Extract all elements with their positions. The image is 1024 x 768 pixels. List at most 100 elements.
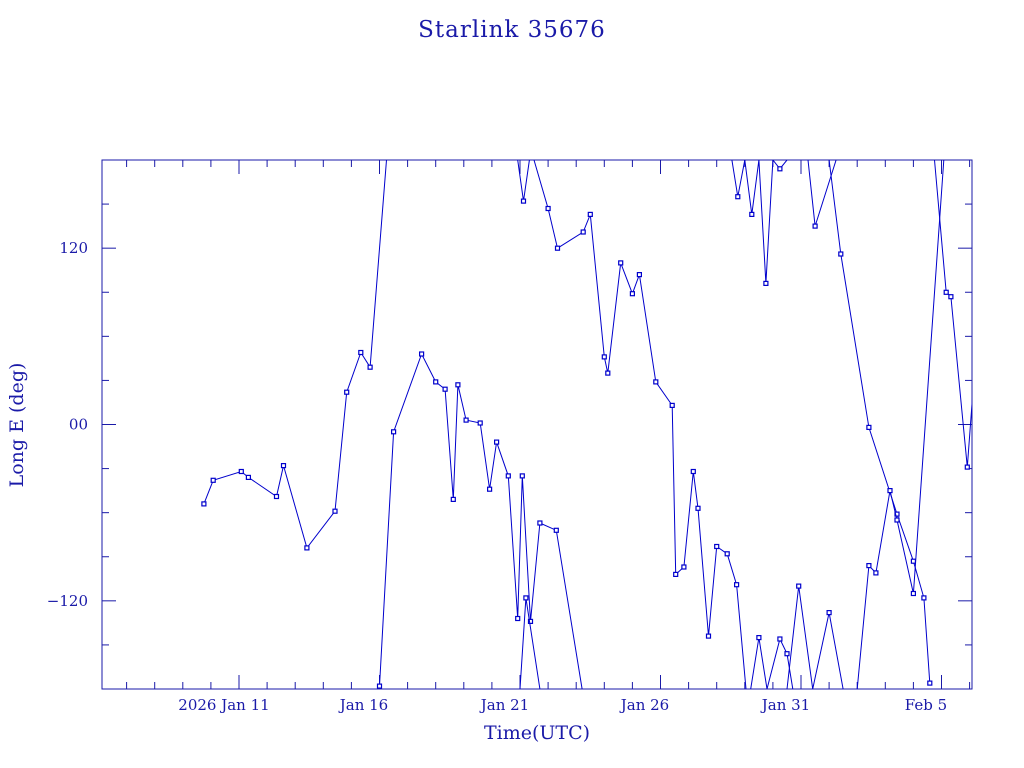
plot-area (201, 160, 1020, 689)
data-point (587, 211, 593, 217)
y-axis-label: Long E (deg) (6, 363, 28, 488)
x-tick-label: Jan 21 (479, 696, 529, 714)
series-line (750, 637, 794, 689)
data-point (344, 389, 350, 395)
series-line (934, 160, 972, 468)
data-point (653, 379, 659, 385)
data-point (964, 464, 970, 470)
data-point (629, 291, 636, 297)
data-point (887, 488, 893, 494)
data-point (690, 468, 696, 475)
data-point (777, 166, 783, 172)
data-point (605, 370, 611, 376)
data-point (520, 198, 527, 204)
data-point (210, 477, 216, 483)
x-tick-label: Jan 31 (760, 696, 810, 714)
series-line (786, 586, 844, 689)
data-point (463, 417, 469, 423)
data-point (515, 615, 521, 622)
data-point (618, 260, 624, 266)
data-point (910, 590, 917, 597)
data-point (201, 501, 207, 507)
series-line (807, 160, 837, 227)
data-point (455, 382, 461, 388)
x-axis-label: Time(UTC) (484, 722, 590, 744)
data-point (989, 333, 993, 337)
data-point (332, 508, 338, 514)
data-point (494, 439, 500, 445)
data-point (391, 429, 397, 435)
y-tick-labels: −120 00 120 (47, 239, 88, 610)
series-line (533, 160, 747, 689)
data-point (273, 493, 280, 500)
x-tick-labels: 2026 Jan 11 Jan 16 Jan 21 Jan 26 Jan 31 Feb 5 (178, 696, 947, 714)
data-point (545, 205, 551, 212)
chart-title: Starlink 35676 (418, 17, 606, 43)
data-point (756, 634, 762, 641)
data-point (921, 595, 927, 601)
data-point (636, 272, 643, 278)
data-point (487, 486, 493, 492)
data-point (433, 379, 439, 385)
data-point (796, 583, 802, 589)
data-point (554, 245, 561, 251)
data-point (1004, 517, 1008, 521)
data-point (601, 354, 607, 360)
data-point (777, 636, 783, 642)
data-point (580, 229, 586, 235)
axis-ticks (102, 160, 972, 689)
data-point (553, 527, 559, 533)
series-line (828, 160, 931, 684)
data-point (695, 505, 701, 511)
data-point (976, 324, 980, 328)
data-point (894, 517, 900, 523)
data-point (376, 683, 383, 689)
data-point (724, 551, 730, 557)
data-point (681, 564, 687, 570)
data-point (812, 223, 818, 229)
series-line (379, 352, 583, 689)
data-point (358, 349, 364, 356)
data-point (1016, 503, 1020, 507)
data-point (442, 386, 448, 392)
data-point (733, 582, 740, 588)
data-point (866, 562, 872, 569)
data-point (477, 420, 483, 426)
data-point (519, 473, 525, 479)
data-point (982, 437, 986, 441)
data-point (873, 570, 879, 576)
data-point (838, 251, 844, 257)
data-point (304, 545, 310, 551)
data-point (784, 651, 790, 657)
data-point (673, 571, 679, 578)
plot-frame (101, 159, 973, 690)
data-point (948, 294, 954, 300)
x-tick-label: Feb 5 (905, 696, 947, 714)
data-point (238, 468, 244, 475)
y-tick-label: 00 (69, 416, 88, 434)
data-point (245, 474, 251, 480)
series-line (517, 160, 530, 202)
data-point (367, 364, 373, 370)
series-line (856, 160, 945, 689)
data-point (910, 558, 917, 564)
data-point (714, 543, 720, 550)
x-tick-label: Jan 16 (338, 696, 388, 714)
data-point (537, 520, 543, 526)
data-point (527, 618, 534, 625)
data-point (866, 424, 872, 430)
data-point (894, 511, 900, 517)
y-tick-label: −120 (47, 592, 88, 610)
series-line (731, 160, 788, 284)
data-point (927, 680, 933, 686)
data-point (943, 289, 949, 295)
x-tick-label: Jan 26 (619, 696, 669, 714)
data-point (669, 402, 675, 408)
data-point (450, 496, 456, 502)
data-point (523, 595, 529, 601)
data-point (749, 211, 755, 217)
x-tick-label: 2026 Jan 11 (178, 696, 269, 714)
y-tick-label: 120 (59, 239, 88, 257)
data-point (280, 463, 287, 469)
